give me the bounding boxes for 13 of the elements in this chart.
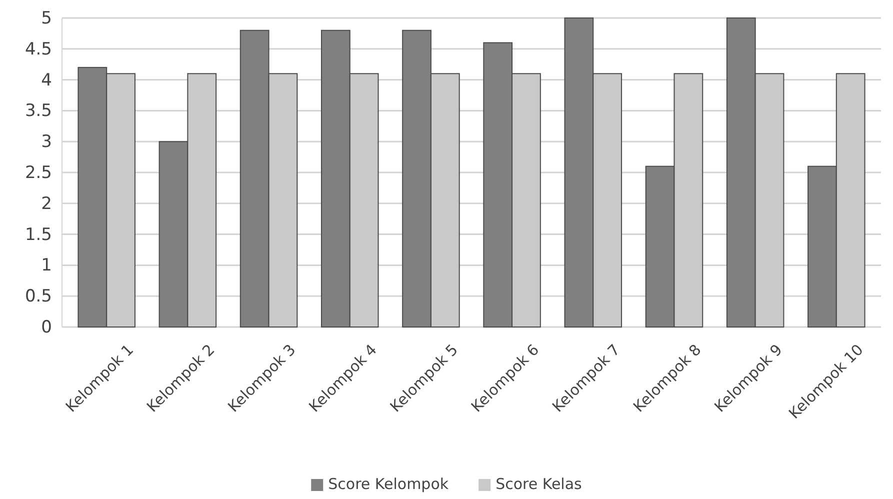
y-tick-label: 0.5 — [24, 286, 52, 307]
y-tick-label: 2 — [41, 194, 52, 214]
y-tick-label: 2.5 — [24, 162, 52, 183]
y-tick-label: 5 — [41, 8, 52, 28]
y-tick-label: 3.5 — [24, 101, 52, 122]
legend-label: Score Kelompok — [328, 475, 449, 493]
y-tick-label: 0 — [41, 317, 52, 338]
y-tick-label: 3 — [41, 132, 52, 152]
legend-label: Score Kelas — [496, 475, 582, 493]
y-tick-label: 1 — [41, 256, 52, 276]
y-tick-label: 4 — [41, 70, 52, 90]
y-tick-label: 1.5 — [24, 224, 52, 245]
y-tick-label: 4.5 — [24, 39, 52, 60]
